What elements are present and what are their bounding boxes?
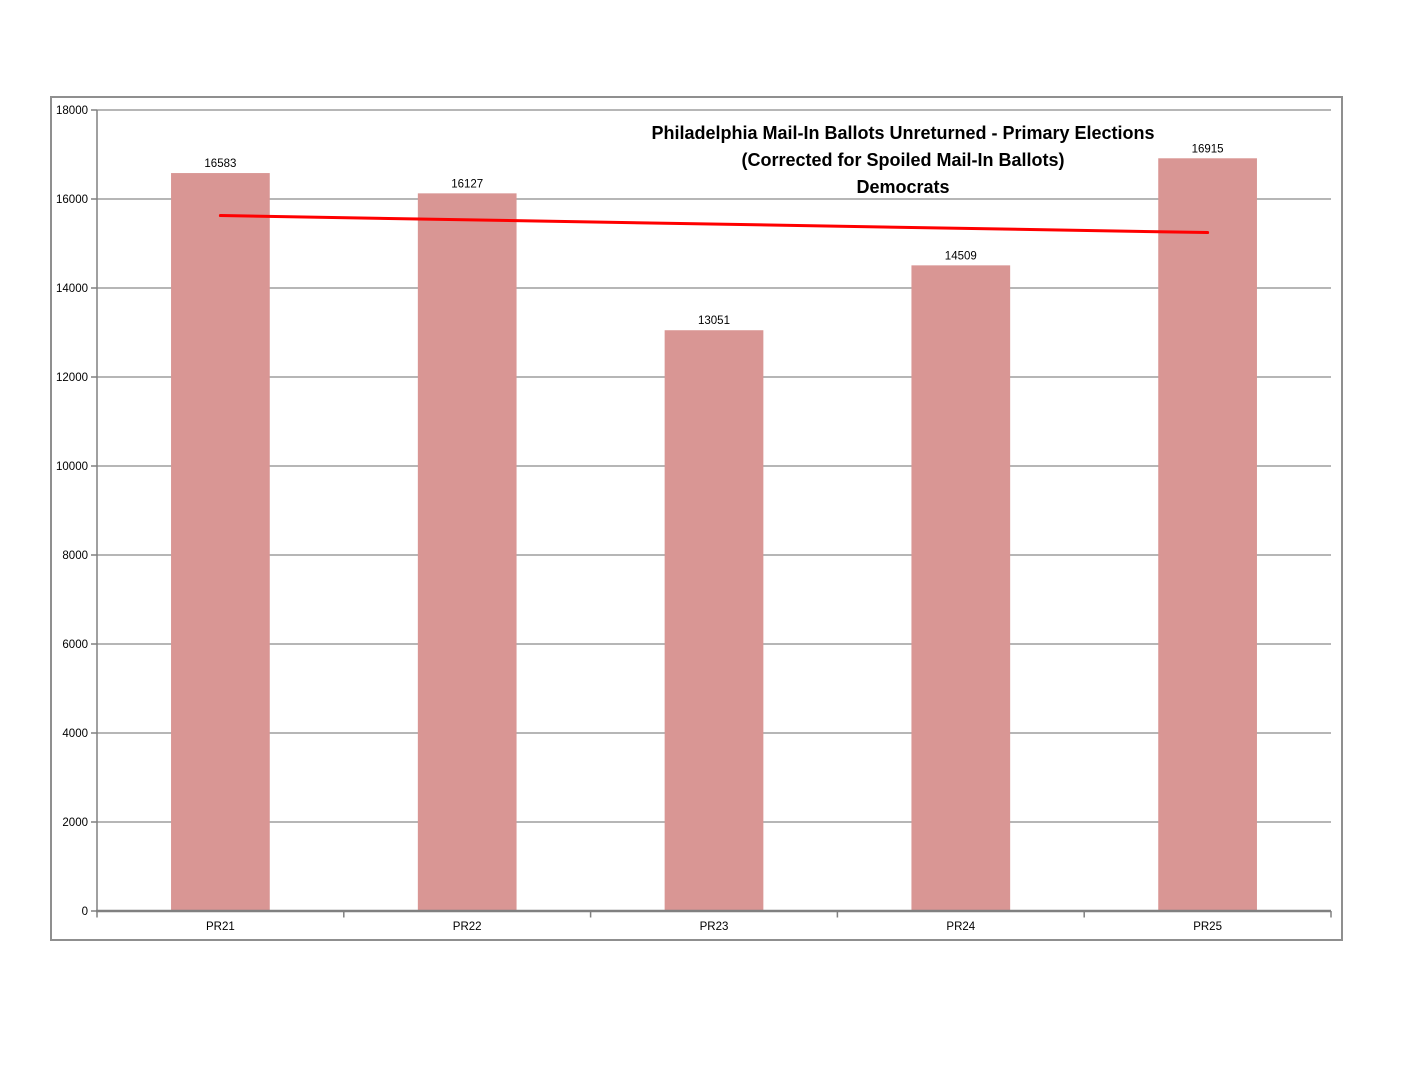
y-tick-label: 2000 [62,817,88,829]
bar-pr23 [664,330,764,912]
y-tick-label: 12000 [56,372,88,384]
bar-value-label: 14509 [945,250,977,262]
y-tick-label: 0 [82,906,88,918]
bar-pr25 [1158,158,1257,912]
bar-value-label: 16915 [1192,143,1224,155]
bar-pr22 [417,193,517,911]
x-category-label: PR24 [946,921,975,933]
bar-value-label: 13051 [698,315,730,327]
y-tick-label: 14000 [56,283,88,295]
trendline [218,214,1210,235]
chart-frame: 0 2000 4000 6000 8000 10000 12000 14000 16000 180… [50,96,1343,941]
y-tick-label: 8000 [62,550,88,562]
y-tick-label: 16000 [56,194,88,206]
y-tick-label: 6000 [62,639,88,651]
bar-value-label: 16583 [204,158,236,170]
x-category-label: PR22 [453,921,482,933]
x-category-label: PR25 [1193,921,1222,933]
x-category-label: PR21 [206,921,235,933]
x-category-label: PR23 [700,921,729,933]
bar-value-label: 16127 [451,178,483,190]
y-tick-label: 18000 [56,105,88,117]
y-tick-label: 4000 [62,728,88,740]
y-tick-label: 10000 [56,461,88,473]
bar-pr24 [911,265,1011,911]
bar-pr21 [171,173,270,911]
chart-canvas: 0 2000 4000 6000 8000 10000 12000 14000 16000 180… [56,105,1332,933]
